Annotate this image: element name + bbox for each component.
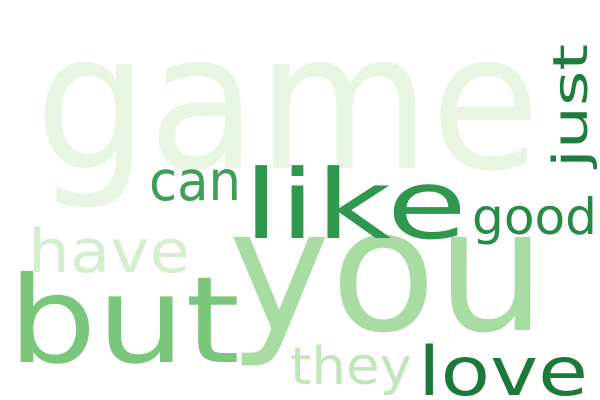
word-have: have — [28, 217, 190, 287]
word-just: just — [543, 44, 599, 169]
word-good: good — [472, 188, 597, 246]
word-love: love — [418, 333, 588, 400]
word-you: you — [228, 173, 546, 371]
word-but: but — [8, 252, 240, 391]
word-they: they — [290, 337, 412, 397]
word-like: like — [243, 149, 467, 261]
word-game: game — [35, 0, 540, 213]
word-can: can — [149, 149, 241, 213]
